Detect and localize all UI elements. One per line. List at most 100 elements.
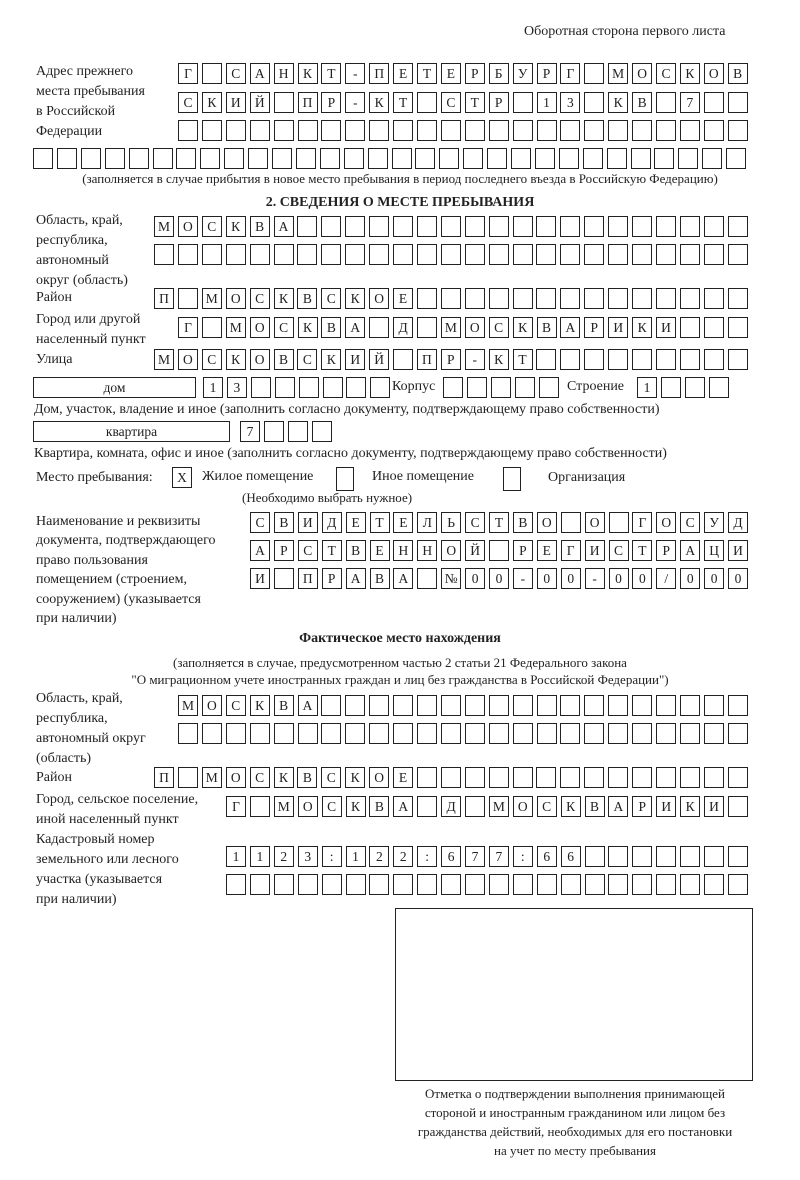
form-cell	[632, 723, 653, 744]
form-cell	[708, 377, 729, 398]
form-cell: 0	[560, 568, 581, 589]
form-cell: Н	[393, 540, 414, 561]
form-cell: Д	[393, 317, 414, 338]
label-line: Федерации	[36, 124, 103, 139]
form-cell: У	[512, 63, 533, 84]
form-cell	[225, 244, 246, 265]
form-cell: С	[465, 512, 486, 533]
form-cell: С	[440, 92, 461, 113]
form-cell	[512, 695, 533, 716]
form-cell	[440, 244, 461, 265]
form-cell: М	[178, 695, 198, 716]
form-cell	[369, 244, 390, 265]
form-cell: Р	[656, 540, 677, 561]
form-cell	[560, 723, 581, 744]
form-cell	[584, 216, 605, 237]
confirmation-caption-line: стороной и иностранным гражданином или л…	[424, 1105, 726, 1120]
form-cell	[369, 216, 390, 237]
form-cell: И	[250, 568, 270, 589]
form-cell: О	[369, 288, 390, 309]
form-cell	[295, 148, 316, 169]
form-cell	[104, 148, 125, 169]
form-cell	[297, 874, 318, 895]
form-cell	[584, 874, 605, 895]
form-cell	[297, 244, 318, 265]
form-cell: 7	[465, 846, 485, 867]
form-cell	[201, 63, 222, 84]
label-line: участка (указывается	[36, 872, 163, 887]
form-cell	[704, 846, 724, 867]
form-cell	[703, 120, 724, 141]
form-cell: 7	[240, 421, 260, 442]
form-cell: Г	[560, 540, 581, 561]
form-cell: В	[297, 288, 318, 309]
label-line: автономный	[36, 253, 109, 268]
form-cell	[225, 120, 246, 141]
form-cell: С	[249, 288, 270, 309]
form-cell	[560, 349, 581, 370]
form-cell: 0	[632, 568, 653, 589]
district-label: Район	[36, 290, 72, 305]
form-cell	[343, 148, 364, 169]
form-cell: 6	[560, 846, 581, 867]
form-cell	[656, 846, 677, 867]
label-line: Город или другой	[36, 312, 141, 327]
form-cell	[608, 512, 629, 533]
form-cell	[679, 723, 700, 744]
form-cell	[417, 317, 437, 338]
label-line: документа, подтверждающего	[36, 533, 216, 548]
form-cell: К	[345, 288, 366, 309]
form-cell	[584, 767, 605, 788]
form-cell	[727, 723, 748, 744]
form-cell	[464, 288, 485, 309]
form-cell: В	[584, 796, 605, 817]
form-cell	[393, 244, 413, 265]
form-cell: С	[680, 512, 701, 533]
form-cell: М	[225, 317, 246, 338]
actual-note-line: "О миграционном учете иностранных гражда…	[131, 672, 669, 687]
actual-district-label: Район	[36, 770, 72, 785]
stay-option-residential-label: Жилое помещение	[202, 469, 314, 484]
form-cell	[608, 120, 629, 141]
form-cell	[490, 377, 511, 398]
form-cell: М	[273, 796, 294, 817]
form-cell	[703, 723, 724, 744]
form-cell	[464, 244, 485, 265]
stay-option-other-label: Иное помещение	[372, 469, 474, 484]
actual-location-title: Фактическое место нахождения	[299, 631, 501, 646]
form-cell: В	[632, 92, 653, 113]
form-cell	[249, 874, 270, 895]
form-cell	[393, 874, 414, 895]
form-cell	[345, 874, 366, 895]
form-cell	[679, 767, 700, 788]
form-cell: А	[345, 568, 366, 589]
form-cell	[272, 148, 292, 169]
form-cell: И	[584, 540, 605, 561]
form-cell	[560, 512, 581, 533]
label-line: (область)	[36, 751, 92, 766]
form-cell: -	[345, 92, 366, 113]
form-cell: О	[512, 796, 533, 817]
form-cell: :	[417, 846, 438, 867]
form-cell	[584, 244, 605, 265]
label-line: республика,	[36, 711, 108, 726]
form-cell: М	[488, 796, 509, 817]
form-cell: В	[321, 317, 342, 338]
form-cell	[177, 767, 198, 788]
form-cell: 0	[489, 568, 509, 589]
form-cell	[632, 244, 652, 265]
form-cell: П	[154, 767, 174, 788]
label-line: автономный округ	[36, 731, 146, 746]
form-cell	[536, 349, 557, 370]
form-cell	[369, 317, 390, 338]
form-cell	[152, 148, 173, 169]
form-cell	[679, 288, 700, 309]
form-cell	[178, 723, 198, 744]
form-cell: К	[297, 317, 318, 338]
form-cell	[536, 767, 557, 788]
form-cell: Т	[489, 512, 509, 533]
form-cell	[369, 723, 390, 744]
form-cell: 1	[536, 92, 557, 113]
label-line: Область, край,	[36, 691, 123, 706]
form-cell	[512, 874, 533, 895]
